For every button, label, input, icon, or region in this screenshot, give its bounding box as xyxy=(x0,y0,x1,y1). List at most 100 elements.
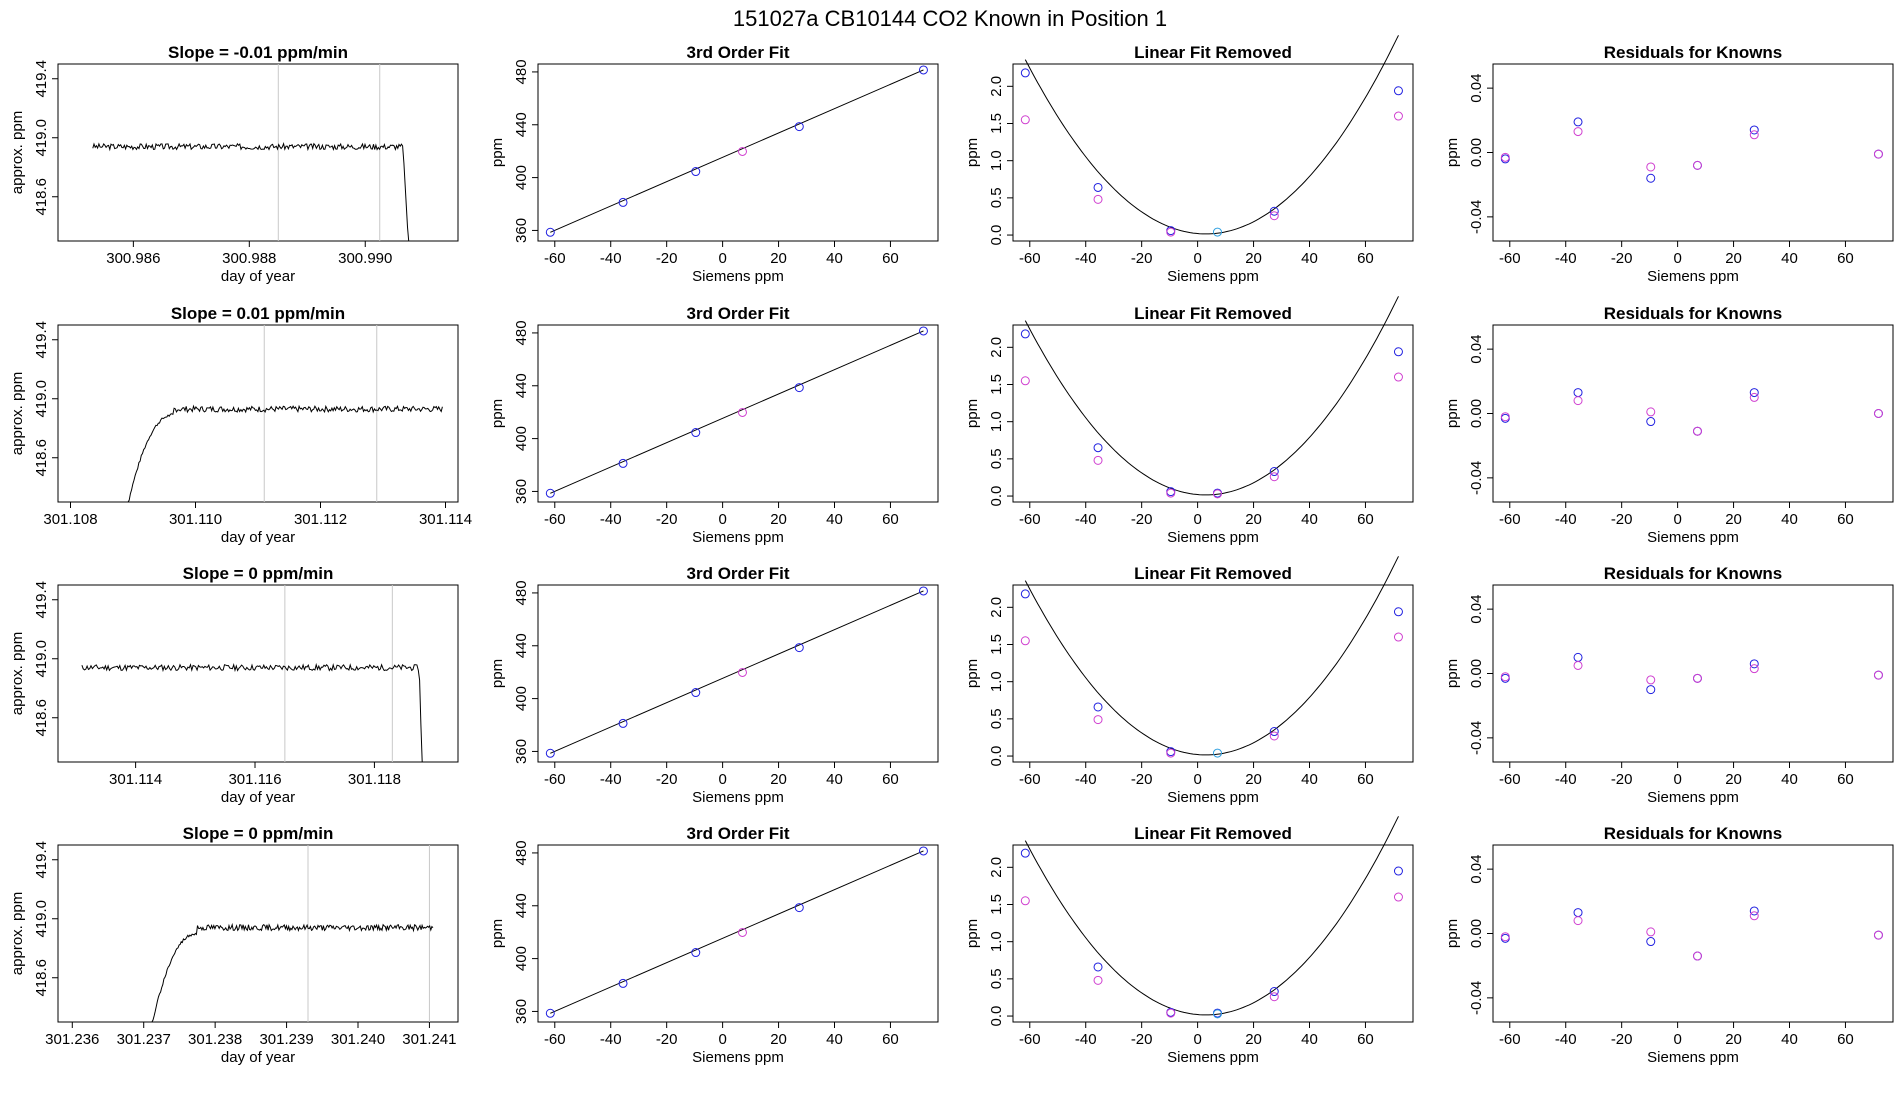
x-axis-label: Siemens ppm xyxy=(692,268,784,285)
y-tick-label: 419.4 xyxy=(33,321,50,359)
x-axis-label: Siemens ppm xyxy=(692,529,784,546)
x-tick-label: 20 xyxy=(1725,511,1742,528)
data-point xyxy=(545,227,555,237)
y-axis-label: ppm xyxy=(1444,138,1461,167)
data-point xyxy=(545,748,555,758)
plot-frame xyxy=(57,63,459,242)
y-tick-label: 0.5 xyxy=(988,968,1005,989)
x-tick-label: -60 xyxy=(1499,250,1521,267)
y-axis-label: ppm xyxy=(964,659,981,688)
data-point xyxy=(1646,407,1656,417)
x-tick-label: 300.986 xyxy=(106,250,160,267)
data-point xyxy=(618,458,628,468)
data-point xyxy=(1873,409,1883,418)
x-tick-label: 20 xyxy=(1725,1031,1742,1048)
x-tick-label: 40 xyxy=(1781,1031,1798,1048)
x-tick-label: -20 xyxy=(1611,1031,1633,1048)
y-tick-label: 419.0 xyxy=(33,640,50,678)
plot-frame xyxy=(1012,584,1414,763)
x-tick-label: -60 xyxy=(1019,1031,1041,1048)
data-point xyxy=(1093,715,1103,725)
x-tick-label: -40 xyxy=(1075,250,1097,267)
x-axis-label: Siemens ppm xyxy=(1167,529,1259,546)
x-tick-label: -20 xyxy=(1131,250,1153,267)
x-tick-label: 0 xyxy=(1193,771,1201,788)
data-point xyxy=(794,122,804,132)
x-tick-label: 301.110 xyxy=(169,511,222,528)
x-tick-label: -20 xyxy=(1611,250,1633,267)
y-tick-label: -0.04 xyxy=(1468,981,1485,1015)
x-axis-label: Siemens ppm xyxy=(1167,268,1259,285)
data-point xyxy=(618,978,628,988)
fit-curve xyxy=(1024,556,1399,756)
y-tick-label: 400 xyxy=(513,946,530,971)
x-axis-label: Siemens ppm xyxy=(1647,1049,1739,1066)
fit-line xyxy=(550,330,924,494)
x-axis-label: Siemens ppm xyxy=(1647,789,1739,806)
data-point xyxy=(1749,392,1759,402)
x-tick-label: 301.238 xyxy=(188,1031,242,1048)
data-point xyxy=(1020,636,1030,646)
residuals-panel: -60 -40 -20 0 20 40 60 -0.04 0.00 0.04 Residuals f… xyxy=(1444,564,1894,806)
y-tick-label: 0.0 xyxy=(988,486,1005,507)
data-point xyxy=(1646,927,1656,937)
x-tick-label: 60 xyxy=(1357,511,1374,528)
plot-frame xyxy=(537,63,939,242)
x-tick-label: 40 xyxy=(826,511,843,528)
y-axis-label: ppm xyxy=(489,919,506,948)
x-axis-label: Siemens ppm xyxy=(1647,268,1739,285)
data-point xyxy=(737,667,747,677)
x-tick-label: 20 xyxy=(1725,250,1742,267)
fit-line xyxy=(550,590,924,754)
data-point xyxy=(1020,896,1030,906)
x-tick-label: -60 xyxy=(544,250,566,267)
data-point xyxy=(918,65,928,75)
x-tick-label: 20 xyxy=(770,511,787,528)
y-tick-label: 419.0 xyxy=(33,119,50,157)
x-tick-label: 60 xyxy=(1837,250,1854,267)
x-tick-label: -40 xyxy=(600,1031,622,1048)
data-point xyxy=(1393,607,1403,617)
x-tick-label: 0 xyxy=(1673,250,1681,267)
plot-frame xyxy=(57,324,459,503)
data-point xyxy=(1269,987,1279,997)
x-tick-label: 0 xyxy=(1673,1031,1681,1048)
y-tick-label: 0.00 xyxy=(1468,919,1485,948)
y-tick-label: 360 xyxy=(513,479,530,504)
data-point xyxy=(1692,426,1702,436)
residuals-panel: -60 -40 -20 0 20 40 60 -0.04 0.00 0.04 Residuals f… xyxy=(1444,43,1894,285)
x-tick-label: -60 xyxy=(544,511,566,528)
y-tick-label: 419.4 xyxy=(33,60,50,98)
x-tick-label: 0 xyxy=(1193,250,1201,267)
plot-frame xyxy=(537,324,939,503)
x-tick-label: -20 xyxy=(1131,511,1153,528)
x-tick-label: 20 xyxy=(1245,511,1262,528)
x-tick-label: 40 xyxy=(826,1031,843,1048)
data-point xyxy=(1646,173,1656,183)
x-tick-label: -20 xyxy=(1611,771,1633,788)
data-point xyxy=(691,167,701,177)
x-tick-label: -20 xyxy=(1611,511,1633,528)
x-tick-label: 0 xyxy=(1193,1031,1201,1048)
data-point xyxy=(545,1008,555,1018)
x-tick-label: 301.118 xyxy=(348,771,401,788)
plot-frame xyxy=(1492,844,1894,1023)
timeseries-panel: 301.114 301.116 301.118 418.6 419.0 419.4 Slop… xyxy=(9,564,459,806)
x-axis-label: day of year xyxy=(221,529,295,546)
page-title: 151027a CB10144 CO2 Known in Position 1 xyxy=(733,6,1167,31)
y-tick-label: 0.5 xyxy=(988,187,1005,208)
data-point xyxy=(1500,672,1510,682)
x-tick-label: 40 xyxy=(1781,771,1798,788)
plot-frame xyxy=(1012,324,1414,503)
x-tick-label: -20 xyxy=(656,250,678,267)
panel-title: Slope = 0 ppm/min xyxy=(183,564,334,583)
data-point xyxy=(1020,376,1030,386)
y-tick-label: -0.04 xyxy=(1468,200,1485,234)
y-tick-label: 0.04 xyxy=(1468,74,1485,103)
y-axis-label: ppm xyxy=(1444,659,1461,688)
fit-curve xyxy=(1024,816,1399,1016)
residuals-panel: -60 -40 -20 0 20 40 60 -0.04 0.00 0.04 Residuals f… xyxy=(1444,304,1894,546)
x-tick-label: -20 xyxy=(656,511,678,528)
data-point xyxy=(1573,916,1583,926)
